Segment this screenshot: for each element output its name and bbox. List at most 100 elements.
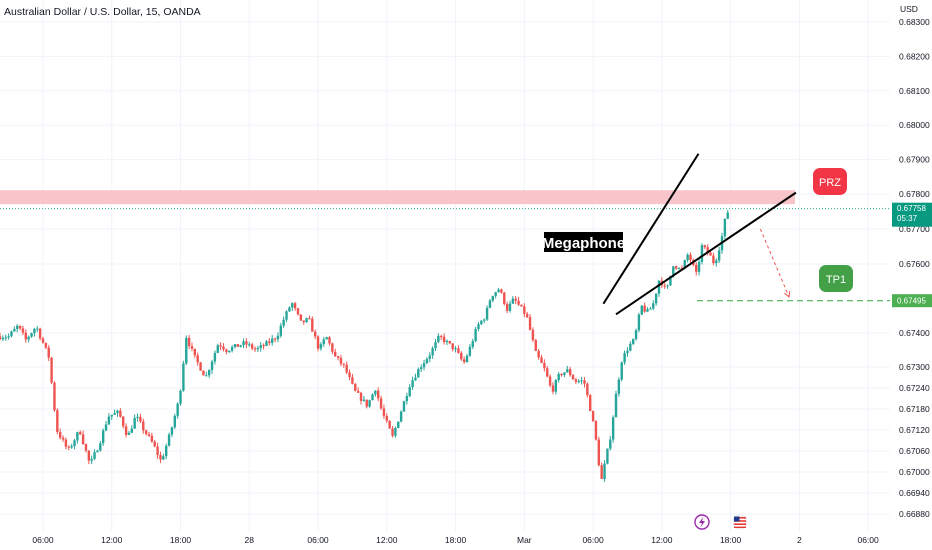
candle-body	[336, 356, 340, 358]
arrow-shaft	[759, 228, 790, 298]
candle-body	[265, 341, 268, 346]
candle-body	[81, 434, 85, 445]
tp1-badge[interactable]: TP1	[819, 265, 853, 292]
candle-body	[419, 367, 423, 370]
candle-body	[563, 372, 566, 375]
candle-body	[609, 439, 612, 449]
y-tick-label: 0.67700	[899, 224, 930, 234]
candle-body	[345, 364, 348, 373]
candle-body	[543, 362, 546, 369]
y-tick-label: 0.68300	[899, 17, 930, 27]
candle-body	[116, 410, 119, 414]
us-flag-icon[interactable]	[732, 514, 748, 530]
candle-body	[33, 328, 36, 334]
candle-body	[540, 357, 543, 363]
candle-body	[468, 346, 472, 356]
candle-body	[0, 336, 2, 340]
y-tick-label: 0.67900	[899, 155, 930, 165]
candle-body	[422, 363, 426, 368]
price-axis[interactable]: 0.68300 0.68200 0.68100 0.68000 0.67900 0.678…	[899, 17, 930, 519]
candle-body	[233, 344, 237, 348]
candle-body	[611, 417, 615, 440]
candle-body	[268, 341, 271, 343]
candle-body	[583, 380, 586, 384]
y-tick-label: 0.67800	[899, 189, 930, 199]
candle-body	[64, 439, 68, 447]
candle-body	[104, 424, 108, 431]
candle-body	[457, 348, 460, 353]
candle-body	[53, 382, 56, 411]
candle-body	[669, 275, 672, 286]
lightning-icon[interactable]	[694, 514, 710, 530]
candle-body	[193, 348, 197, 356]
candle-body	[591, 411, 595, 422]
candle-body	[471, 341, 474, 347]
y-tick-label: 0.67240	[899, 383, 930, 393]
candle-body	[654, 293, 658, 304]
candle-body	[7, 336, 10, 338]
candle-body	[574, 379, 578, 382]
candle-body	[130, 428, 134, 433]
prz-badge[interactable]: PRZ	[813, 168, 847, 195]
candle-body	[316, 336, 320, 349]
candle-body	[222, 346, 225, 350]
x-tick-label: 06:00	[32, 535, 54, 545]
candle-body	[99, 443, 102, 451]
candle-body	[242, 341, 245, 346]
countdown-value: 05:37	[897, 214, 918, 223]
candle-body	[331, 343, 334, 352]
candle-body	[101, 430, 105, 444]
candle-body	[70, 446, 73, 448]
candle-body	[706, 247, 709, 253]
candle-body	[356, 390, 360, 393]
candle-body	[96, 450, 99, 453]
candle-body	[689, 254, 692, 261]
candle-body	[451, 343, 454, 350]
candle-body	[523, 306, 526, 314]
candle-body	[16, 325, 19, 329]
candle-body	[537, 350, 540, 358]
time-axis[interactable]: 06:00 12:00 18:00 28 06:00 12:00 18:00 Mar 06:00…	[32, 535, 879, 545]
candle-body	[637, 314, 641, 331]
candle-body	[480, 320, 483, 325]
candle-body	[560, 374, 563, 376]
candle-body	[156, 446, 159, 456]
candle-body	[391, 428, 394, 436]
candle-body	[219, 345, 222, 347]
candle-body	[525, 313, 529, 318]
candle-body	[136, 416, 139, 418]
candle-body	[686, 254, 689, 261]
candle-body	[308, 318, 311, 320]
candle-body	[717, 250, 721, 261]
candle-body	[666, 285, 669, 287]
x-tick-label: 06:00	[307, 535, 329, 545]
candle-body	[176, 403, 179, 416]
candle-body	[239, 345, 242, 347]
candle-body	[425, 358, 429, 364]
candle-body	[586, 383, 589, 396]
candle-body	[58, 431, 62, 438]
candle-body	[122, 416, 125, 427]
candle-body	[442, 336, 446, 343]
y-tick-label: 0.67000	[899, 467, 930, 477]
candle-body	[127, 432, 131, 435]
tp1-price-value: 0.67495	[897, 297, 926, 306]
candle-body	[44, 342, 48, 348]
candle-body	[462, 359, 466, 362]
svg-text:Megaphone: Megaphone	[542, 235, 625, 252]
candle-body	[124, 426, 128, 435]
x-tick-label: 06:00	[857, 535, 879, 545]
candle-body	[362, 399, 366, 401]
current-price-badge: 0.67758 05:37	[892, 202, 932, 227]
candle-body	[431, 348, 434, 356]
candle-body	[196, 355, 199, 363]
candle-body	[629, 343, 632, 351]
candle-body	[21, 328, 25, 333]
x-tick-label: 06:00	[582, 535, 604, 545]
candle-body	[388, 420, 391, 429]
candle-body	[500, 289, 503, 293]
candle-body	[623, 353, 626, 363]
candle-body	[288, 307, 291, 312]
candle-body	[577, 380, 580, 382]
